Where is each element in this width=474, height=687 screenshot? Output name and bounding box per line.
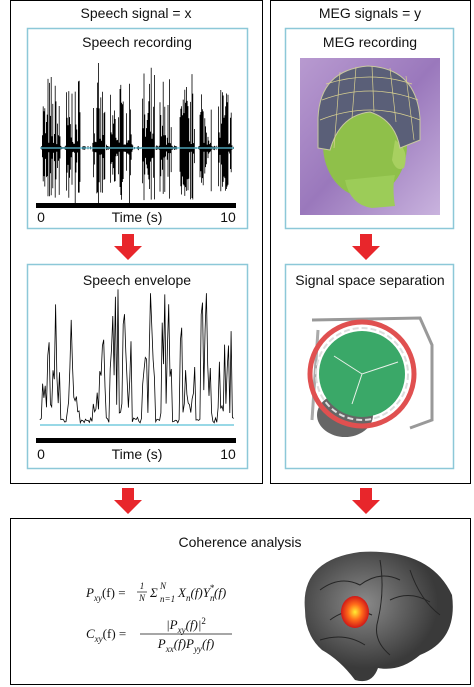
subscript: yy bbox=[193, 644, 202, 654]
speech-waveform bbox=[40, 63, 234, 204]
brain-image bbox=[304, 551, 453, 682]
subscript: xy bbox=[94, 634, 103, 644]
formula: Pxy(f) = bbox=[85, 585, 126, 603]
box-title: Signal space separation bbox=[295, 272, 444, 288]
sss-box bbox=[284, 263, 455, 470]
meg-box bbox=[284, 27, 455, 230]
subscript: xy bbox=[93, 593, 102, 603]
left-panel bbox=[10, 0, 263, 484]
arrows bbox=[114, 234, 380, 514]
numerator: |Pxy(f)|2 bbox=[166, 616, 206, 635]
superscript: 2 bbox=[201, 616, 206, 626]
time-bar bbox=[36, 438, 236, 443]
symbol: P bbox=[85, 585, 94, 600]
subscript: n=1 bbox=[160, 594, 175, 604]
formula: Xn(f)Yn*(f) bbox=[177, 583, 226, 603]
recording-box bbox=[26, 27, 249, 230]
time-bar bbox=[36, 203, 236, 208]
box-title: MEG recording bbox=[323, 34, 417, 50]
axis-start: 0 bbox=[37, 209, 45, 225]
superscript: N bbox=[159, 581, 167, 591]
panel-title: MEG signals = y bbox=[319, 5, 421, 21]
right-panel bbox=[270, 0, 471, 484]
symbol: X bbox=[177, 585, 187, 600]
sum-sign: Σ bbox=[149, 585, 158, 600]
axis-end: 10 bbox=[220, 446, 236, 462]
numerator: 1 bbox=[140, 581, 145, 591]
denominator: N bbox=[138, 593, 146, 603]
symbol: C bbox=[86, 626, 95, 641]
symbol: Y bbox=[203, 585, 212, 600]
envelope-box bbox=[26, 263, 249, 470]
meg-image bbox=[300, 58, 440, 215]
panel-title: Speech signal = x bbox=[81, 5, 192, 21]
subscript: xx bbox=[165, 644, 174, 654]
coherence-title: Coherence analysis bbox=[179, 534, 302, 550]
subscript: n bbox=[210, 593, 215, 603]
coherence-panel bbox=[10, 518, 471, 685]
symbol: (f)P bbox=[174, 636, 194, 651]
axis-label: Time (s) bbox=[112, 446, 163, 462]
box-title: Speech recording bbox=[82, 34, 192, 50]
speech-envelope bbox=[39, 289, 234, 425]
superscript: * bbox=[209, 583, 214, 593]
axis-end: 10 bbox=[220, 209, 236, 225]
symbol: (f) = bbox=[102, 585, 126, 600]
formula: Cxy(f) = bbox=[86, 626, 126, 644]
symbol: (f) = bbox=[103, 626, 127, 641]
symbol: (f)| bbox=[186, 617, 202, 632]
symbol: P bbox=[157, 636, 166, 651]
symbol: (f) bbox=[214, 585, 226, 600]
axis-start: 0 bbox=[37, 446, 45, 462]
sss-image bbox=[307, 316, 434, 437]
denominator: Pxx(f)Pyy(f) bbox=[157, 636, 214, 654]
axis-label: Time (s) bbox=[112, 209, 163, 225]
box-title: Speech envelope bbox=[83, 272, 191, 288]
symbol: (f) bbox=[202, 636, 214, 651]
symbol: (f) bbox=[190, 585, 202, 600]
subscript: n bbox=[186, 593, 191, 603]
subscript: xy bbox=[177, 625, 186, 635]
symbol: |P bbox=[166, 617, 178, 632]
